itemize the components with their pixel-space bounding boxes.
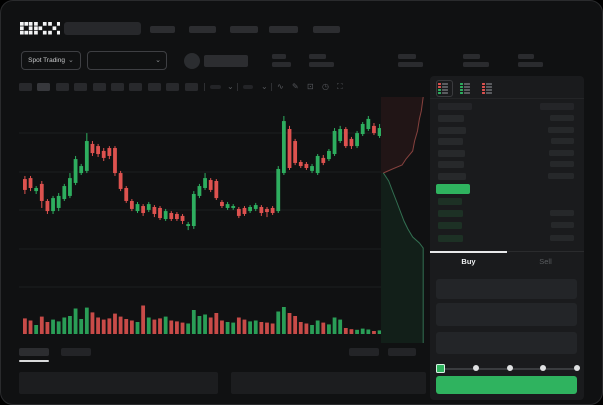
trade-tabs: Buy Sell — [430, 251, 584, 271]
bottom-action-placeholder[interactable] — [388, 348, 416, 356]
orders-table-placeholder — [19, 372, 218, 394]
chevron-down-icon[interactable]: ⌄ — [261, 82, 268, 91]
combined-view-icon[interactable] — [436, 80, 453, 97]
ask-price-row[interactable] — [438, 149, 465, 157]
panel-divider — [430, 98, 584, 99]
nav-item-placeholder[interactable] — [269, 26, 298, 33]
ask-price-row[interactable] — [438, 173, 466, 180]
chart-style-dropdown-placeholder[interactable] — [243, 85, 253, 89]
market-stat-label-placeholder — [518, 54, 534, 59]
bid-amount-placeholder — [551, 222, 574, 229]
interval-button[interactable] — [74, 83, 88, 91]
submit-buy-button[interactable] — [436, 376, 577, 394]
bid-price-row[interactable] — [438, 210, 463, 218]
price-input-placeholder[interactable] — [436, 279, 577, 299]
bid-price-row[interactable] — [438, 222, 462, 230]
market-type-dropdown[interactable]: Spot Trading ⌄ — [21, 51, 81, 70]
ask-price-row[interactable] — [438, 138, 463, 146]
active-tab-underline — [19, 360, 49, 362]
slider-stop-25[interactable] — [472, 365, 479, 371]
bid-price-row[interactable] — [438, 234, 463, 242]
bid-amount-placeholder — [550, 210, 574, 217]
ask-amount-placeholder — [549, 149, 574, 156]
orderbook-header-amount — [540, 103, 574, 110]
ask-price-row[interactable] — [438, 161, 464, 169]
total-input-placeholder[interactable] — [436, 332, 577, 354]
toolbar-divider — [271, 83, 272, 91]
slider-stop-100[interactable] — [574, 365, 580, 371]
interval-button[interactable] — [129, 83, 143, 91]
tab-buy[interactable]: Buy — [430, 251, 507, 271]
ask-amount-placeholder — [548, 173, 574, 179]
ask-amount-placeholder — [550, 115, 574, 121]
tab-sell[interactable]: Sell — [539, 257, 552, 266]
interval-button[interactable] — [147, 83, 161, 91]
orders-table-placeholder — [231, 372, 426, 394]
candlestick-chart[interactable] — [19, 97, 381, 343]
interval-button[interactable] — [92, 83, 106, 91]
bottom-tab-orders[interactable] — [19, 348, 49, 356]
slider-stop-75[interactable] — [540, 365, 547, 371]
interval-button[interactable] — [166, 83, 180, 91]
coin-icon — [184, 53, 200, 69]
bottom-tab-history[interactable] — [61, 348, 91, 356]
ask-amount-placeholder — [551, 138, 574, 145]
toolbar-divider — [204, 83, 205, 91]
market-type-label: Spot Trading — [28, 57, 65, 64]
market-stat-label-placeholder — [463, 54, 480, 59]
chevron-down-icon: ⌄ — [155, 57, 161, 64]
market-stat-value-placeholder — [309, 62, 334, 67]
ask-amount-placeholder — [548, 126, 574, 133]
nav-item-placeholder[interactable] — [150, 26, 175, 33]
market-stat-label-placeholder — [309, 54, 326, 59]
market-stat-label-placeholder — [272, 54, 286, 59]
interval-button[interactable] — [37, 83, 51, 91]
bottom-action-placeholder[interactable] — [349, 348, 379, 356]
interval-button[interactable] — [111, 83, 124, 91]
ask-amount-placeholder — [550, 161, 574, 168]
market-stat-label-placeholder — [398, 54, 416, 59]
line-chart-icon[interactable]: ∿ — [277, 82, 284, 91]
bid-price-row[interactable] — [438, 198, 462, 205]
okx-logo[interactable] — [20, 22, 60, 35]
pair-selector-dropdown[interactable]: ⌄ — [87, 51, 167, 70]
interval-button[interactable] — [55, 83, 69, 91]
pair-ticker-placeholder — [204, 55, 248, 67]
nav-item-placeholder[interactable] — [230, 26, 258, 33]
bids-only-view-icon[interactable] — [459, 81, 474, 96]
nav-item-placeholder[interactable] — [313, 26, 340, 33]
last-price-indicator — [436, 184, 470, 194]
camera-icon[interactable]: ⊡ — [307, 82, 314, 91]
slider-handle[interactable] — [436, 363, 445, 373]
nav-item-placeholder[interactable] — [189, 26, 216, 33]
indicator-dropdown-placeholder[interactable] — [210, 85, 221, 89]
chevron-down-icon[interactable]: ⌄ — [227, 82, 234, 91]
chevron-down-icon: ⌄ — [67, 57, 74, 64]
ask-price-row[interactable] — [438, 115, 464, 122]
slider-stop-50[interactable] — [506, 365, 513, 371]
market-stat-value-placeholder — [272, 62, 291, 67]
interval-button[interactable] — [19, 83, 32, 91]
toolbar-divider — [237, 83, 238, 91]
percent-slider — [436, 362, 580, 374]
draw-tools-icon[interactable]: ✎ — [292, 82, 299, 91]
ask-price-row[interactable] — [438, 126, 466, 134]
orderbook-header-price — [438, 103, 472, 110]
interval-button[interactable] — [184, 83, 198, 91]
orderbook-layout-toggles — [436, 80, 496, 97]
orderbook-depth-strip — [381, 97, 424, 343]
orderbook-trade-panel: Buy Sell — [430, 76, 584, 400]
bid-amount-placeholder — [550, 234, 574, 241]
search-input[interactable] — [64, 22, 141, 35]
market-stat-value-placeholder — [463, 62, 489, 67]
market-stat-value-placeholder — [518, 62, 543, 67]
market-stat-value-placeholder — [398, 62, 423, 67]
amount-input-placeholder[interactable] — [436, 303, 577, 326]
clock-icon[interactable]: ◷ — [322, 82, 329, 91]
fullscreen-icon[interactable]: ⛶ — [337, 82, 343, 91]
asks-only-view-icon[interactable] — [481, 81, 496, 96]
